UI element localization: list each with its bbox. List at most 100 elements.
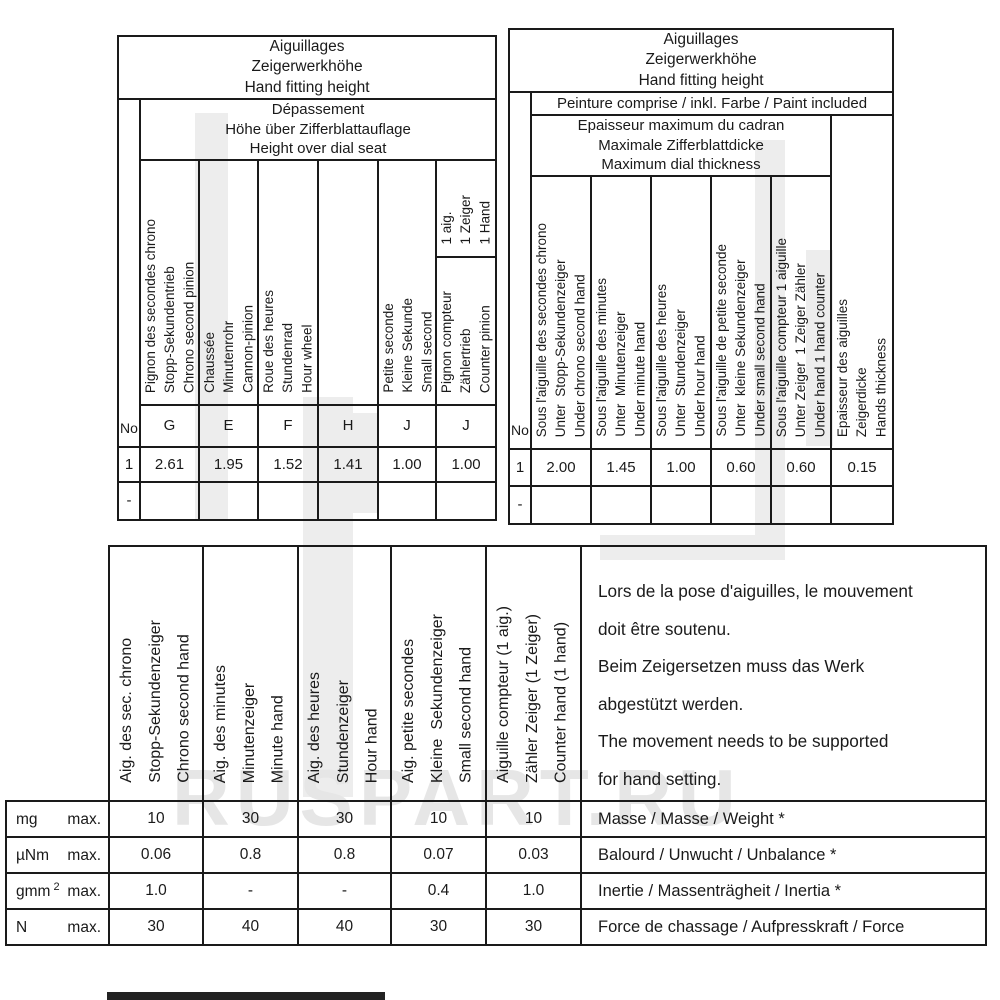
column-header-counter-hand: Aiguille compteur (1 aig.) Zähler Zeiger…: [485, 545, 582, 802]
empty-cell: [377, 480, 437, 521]
value-cell: 30: [108, 908, 204, 946]
unit-cell-unm: µNm max.: [5, 836, 110, 874]
value-cell: 0.03: [485, 836, 582, 874]
value-cell: 0.60: [710, 447, 772, 487]
empty-cell: [317, 480, 379, 521]
letter-cell-J1: J: [377, 403, 437, 448]
vertical-header-text: Pignon compteur Zählertrieb Counter pini…: [439, 290, 493, 393]
value-cell: 0.60: [770, 447, 832, 487]
vertical-header-text: Sous l'aiguille des secondes chrono Unte…: [534, 222, 588, 437]
column-header-empty: [317, 158, 379, 406]
row-label-weight: Masse / Masse / Weight *: [580, 800, 987, 838]
letter-cell-E: E: [198, 403, 259, 448]
vertical-header-text: Aig. petite secondes Kleine Sekundenzeig…: [400, 613, 475, 783]
paint-included-note: Peinture comprise / inkl. Farbe / Paint …: [529, 91, 895, 117]
empty-cell: [198, 480, 259, 521]
value-cell: 2.61: [139, 445, 200, 483]
row-label-unbalance: Balourd / Unwucht / Unbalance *: [580, 836, 987, 874]
letter-cell-F: F: [257, 403, 319, 448]
column-header-under-small-second-hand: Sous l'aiguille de petite seconde Unter …: [710, 174, 772, 450]
vertical-header-text: Epaisseur des aiguilles Zeigerdicke Hand…: [835, 298, 889, 437]
value-cell: 1.52: [257, 445, 319, 483]
empty-cell: [710, 484, 772, 525]
hand-setting-limits-table: Aig. des sec. chrono Stopp-Sekundenzeige…: [5, 545, 987, 946]
depassement-header: Dépassement Höhe über Zifferblattauflage…: [138, 98, 498, 161]
value-cell: 10: [485, 800, 582, 838]
column-header-counter-pinion: Pignon compteur Zählertrieb Counter pini…: [434, 255, 498, 406]
max-label: max.: [67, 919, 101, 937]
empty-cell: [139, 480, 200, 521]
column-header-under-hour-hand: Sous l'aiguille des heures Unter Stunden…: [650, 174, 712, 450]
empty-cell: [257, 480, 319, 521]
row-number-cell: 1: [117, 445, 141, 483]
value-cell: 0.8: [202, 836, 299, 874]
max-label: max.: [67, 811, 101, 829]
vertical-header-text: Pignon des secondes chrono Stopp-Sekunde…: [143, 218, 197, 393]
value-cell: 0.06: [108, 836, 204, 874]
max-label: max.: [67, 847, 101, 865]
vertical-header-text: Roue des heures Stundenrad Hour wheel: [261, 290, 315, 393]
vertical-header-text: Aig. des sec. chrono Stopp-Sekundenzeige…: [117, 620, 193, 783]
column-header-chrono-second-pinion: Pignon des secondes chrono Stopp-Sekunde…: [139, 158, 200, 406]
max-dial-thickness-header: Epaisseur maximum du cadran Maximale Zif…: [530, 114, 832, 177]
spacer-cell: [6, 546, 109, 801]
value-cell: -: [202, 872, 299, 910]
value-cell: 0.4: [390, 872, 487, 910]
vertical-header-text: Aig. des minutes Minutenzeiger Minute ha…: [212, 664, 287, 783]
value-cell: 40: [297, 908, 392, 946]
column-header-small-second-hand: Aig. petite secondes Kleine Sekundenzeig…: [390, 545, 487, 802]
value-cell: 30: [485, 908, 582, 946]
value-cell: 1.0: [108, 872, 204, 910]
hand-fitting-height-table-right: Aiguillages Zeigerwerkhöhe Hand fitting …: [507, 27, 895, 525]
column-header-hands-thickness: Epaisseur des aiguilles Zeigerdicke Hand…: [829, 114, 895, 450]
unit-label: N: [16, 919, 28, 937]
value-cell: 10: [108, 800, 204, 838]
value-cell: 30: [390, 908, 487, 946]
hand-fitting-height-table-left: Aiguillages Zeigerwerkhöhe Hand fitting …: [116, 34, 498, 521]
value-cell: 1.00: [650, 447, 712, 487]
value-cell: 30: [202, 800, 299, 838]
value-cell: 1.00: [434, 445, 498, 483]
value-cell: 1.00: [377, 445, 437, 483]
value-cell: 40: [202, 908, 299, 946]
empty-cell: [590, 484, 652, 525]
vertical-header-text: Sous l'aiguille des minutes Unter Minute…: [594, 278, 648, 437]
empty-cell: [829, 484, 895, 525]
unit-cell-mg: mg max.: [5, 800, 110, 838]
row-label-inertia: Inertie / Massenträgheit / Inertia *: [580, 872, 987, 910]
value-cell: 10: [390, 800, 487, 838]
vertical-header-text: Aiguille compteur (1 aig.) Zähler Zeiger…: [495, 606, 570, 783]
column-header-cannon-pinion: Chaussée Minutenrohr Cannon-pinion: [198, 158, 259, 406]
value-cell: 1.41: [317, 445, 379, 483]
max-label: max.: [67, 883, 101, 901]
unit-cell-gmm2: gmm 2 max.: [5, 872, 110, 910]
row-number-cell: 1: [508, 447, 532, 487]
letter-cell-J2: J: [434, 403, 498, 448]
unit-label: gmm 2: [16, 880, 60, 901]
vertical-header-text: Sous l'aiguille de petite seconde Unter …: [714, 244, 768, 437]
no-column-header: No: [117, 98, 141, 448]
vertical-header-text: Sous l'aiguille des heures Unter Stunden…: [654, 284, 708, 437]
table-title: Aiguillages Zeigerwerkhöhe Hand fitting …: [116, 34, 498, 101]
empty-cell: [530, 484, 592, 525]
vertical-header-text: Sous l'aiguille compteur 1 aiguille Unte…: [774, 237, 828, 437]
row-label-force: Force de chassage / Aufpresskraft / Forc…: [580, 908, 987, 946]
vertical-header-text: Aig. des heures Stundenzeiger Hour hand: [306, 671, 381, 783]
dash-row-label: -: [117, 480, 141, 521]
column-header-chrono-second-hand: Aig. des sec. chrono Stopp-Sekundenzeige…: [108, 545, 204, 802]
value-cell: 0.07: [390, 836, 487, 874]
value-cell: 2.00: [530, 447, 592, 487]
value-cell: 1.0: [485, 872, 582, 910]
value-cell: -: [297, 872, 392, 910]
column-header-hour-hand: Aig. des heures Stundenzeiger Hour hand: [297, 545, 392, 802]
vertical-header-text: Chaussée Minutenrohr Cannon-pinion: [202, 305, 256, 393]
column-header-hour-wheel: Roue des heures Stundenrad Hour wheel: [257, 158, 319, 406]
empty-cell: [434, 480, 498, 521]
vertical-header-text: 1 aig. 1 Zeiger 1 Hand: [439, 195, 493, 245]
value-cell: 1.95: [198, 445, 259, 483]
dash-row-label: -: [508, 484, 532, 525]
column-header-under-counter-hand: Sous l'aiguille compteur 1 aiguille Unte…: [770, 174, 832, 450]
column-header-under-minute-hand: Sous l'aiguille des minutes Unter Minute…: [590, 174, 652, 450]
